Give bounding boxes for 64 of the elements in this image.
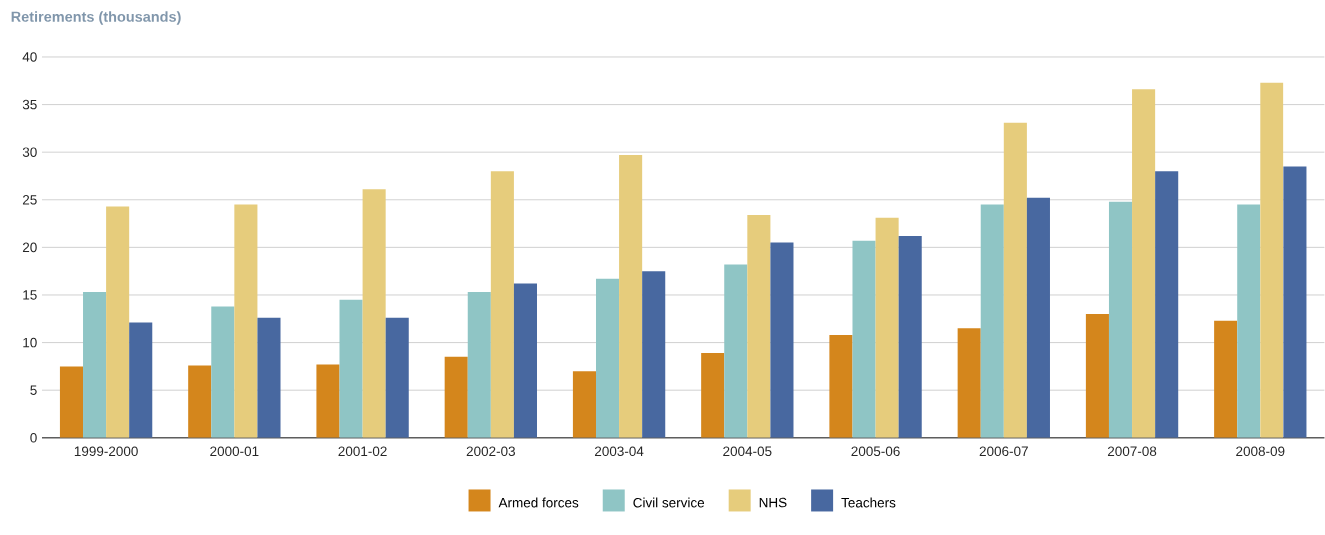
x-tick-label: 2002-03 — [466, 446, 515, 457]
bar — [59, 366, 84, 438]
bar — [1085, 314, 1109, 438]
legend-label: Civil service — [633, 497, 705, 508]
bar — [1108, 201, 1133, 438]
bar — [724, 264, 748, 438]
bar — [513, 283, 537, 438]
legend-label: Teachers — [841, 497, 896, 508]
y-tick-label: 25 — [22, 195, 37, 205]
bar — [572, 371, 596, 438]
bar — [129, 322, 153, 438]
x-tick-label: 2007-08 — [1107, 446, 1157, 457]
bar — [957, 328, 981, 438]
bar — [1155, 171, 1179, 438]
bar — [188, 365, 212, 438]
bar — [619, 155, 643, 438]
x-tick-label: 2008-09 — [1236, 446, 1285, 457]
bar — [829, 335, 853, 438]
bar — [747, 215, 771, 438]
legend-label: NHS — [759, 497, 787, 508]
y-tick-label: 35 — [22, 99, 37, 110]
x-tick-label: 2006-07 — [979, 446, 1028, 457]
bar — [83, 292, 107, 438]
x-tick-label: 2005-06 — [851, 446, 900, 457]
bar — [234, 204, 258, 438]
bar — [770, 242, 794, 438]
y-tick-label: 0 — [30, 433, 37, 443]
x-tick-label: 2003-04 — [594, 446, 644, 457]
bar — [852, 240, 876, 438]
y-tick-label: 15 — [23, 290, 37, 300]
bar — [1260, 82, 1284, 438]
bar — [898, 236, 922, 438]
x-tick-label: 2000-01 — [210, 446, 259, 457]
bar — [339, 299, 363, 438]
x-tick-label: 1999-2000 — [74, 446, 138, 457]
bar — [1214, 320, 1238, 438]
y-tick-label: 10 — [23, 337, 37, 348]
chart-title: Retirements (thousands) — [11, 11, 181, 25]
bar — [980, 204, 1004, 438]
bar — [444, 356, 468, 438]
bar — [642, 271, 666, 438]
bar — [257, 317, 281, 438]
x-tick-label: 2004-05 — [723, 446, 772, 457]
y-tick-label: 40 — [22, 52, 37, 62]
bar — [106, 206, 130, 438]
bar — [362, 189, 386, 438]
legend-label: Armed forces — [498, 497, 579, 508]
bar — [1237, 204, 1261, 438]
bar — [467, 292, 491, 438]
bar — [595, 278, 620, 438]
bar — [1132, 89, 1156, 438]
x-tick-label: 2001-02 — [338, 446, 387, 457]
y-tick-label: 30 — [22, 147, 37, 158]
bar — [1026, 197, 1050, 438]
y-tick-label: 20 — [22, 242, 37, 253]
bar — [1283, 166, 1307, 438]
y-tick-label: 5 — [30, 385, 37, 395]
bar — [211, 306, 235, 438]
bar — [875, 217, 899, 438]
bar — [385, 317, 409, 438]
bar — [701, 353, 725, 438]
bar — [316, 364, 340, 438]
bar — [1003, 122, 1027, 438]
bar — [490, 171, 514, 438]
